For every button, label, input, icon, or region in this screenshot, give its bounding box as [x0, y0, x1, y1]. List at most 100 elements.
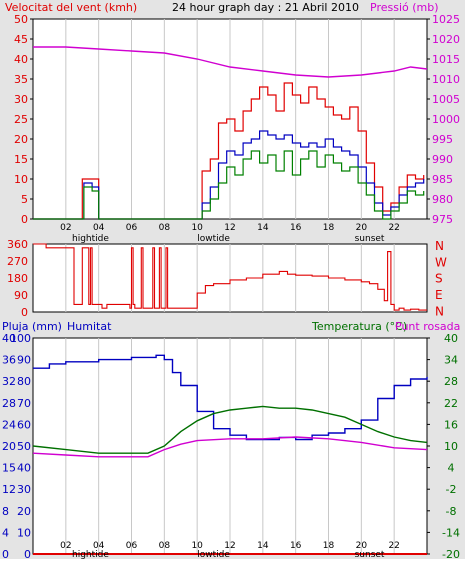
series-avg: [33, 130, 425, 220]
humidity-tick-label: 80: [17, 375, 31, 388]
pressure-tick-label: 1010: [432, 73, 460, 86]
rain-tick-label: 36: [2, 354, 16, 367]
temperature-tick-label: -8: [446, 505, 457, 518]
hour-tick-label: 16: [290, 541, 302, 551]
direction-tick-label: 180: [7, 272, 28, 285]
compass-letter: E: [435, 288, 443, 302]
rain-tick-label: 24: [2, 418, 16, 431]
series-humidity: [33, 354, 428, 441]
rain-tick-label: 40: [2, 332, 16, 345]
humidity-axis-label: Humitat: [67, 320, 112, 333]
wind-grid: [65, 19, 395, 219]
direction-series: [33, 243, 427, 311]
pressure-tick-label: 990: [432, 153, 453, 166]
hour-tick-label: 02: [60, 223, 71, 233]
series-green: [33, 150, 425, 220]
wind-pressure-chart: Velocitat del vent (kmh) 24 hour graph d…: [5, 1, 460, 244]
hour-tick-label: 22: [388, 541, 399, 551]
rain-humidity-temperature-chart: Pluja (mm) Humitat Temperatura (°C) Punt…: [2, 320, 460, 561]
hour-tick-label: 08: [159, 541, 171, 551]
humidity-tick-label: 10: [17, 526, 31, 539]
temperature-tick-label: 28: [444, 375, 458, 388]
rain-tick-label: 20: [2, 440, 16, 453]
tide-annotation: hightide: [72, 550, 109, 559]
humidity-tick-label: 30: [17, 483, 31, 496]
rain-axes: 0481215202428323640010203040506070809010…: [2, 332, 460, 561]
rain-series: [32, 354, 428, 555]
pressure-tick-label: 1000: [432, 113, 460, 126]
hour-tick-label: 08: [159, 223, 171, 233]
pressure-tick-label: 980: [432, 193, 453, 206]
wind-tick-label: 10: [14, 173, 28, 186]
rain-tick-label: 4: [2, 526, 9, 539]
hour-tick-label: 16: [290, 223, 302, 233]
series-dewpoint: [32, 436, 428, 458]
temperature-tick-label: 16: [444, 418, 458, 431]
hour-tick-label: 12: [224, 541, 235, 551]
pressure-tick-label: 995: [432, 133, 453, 146]
wind-tick-label: 35: [14, 73, 28, 86]
hour-tick-label: 14: [257, 223, 269, 233]
temperature-tick-label: -14: [442, 526, 460, 539]
rain-tick-label: 28: [2, 397, 16, 410]
hour-tick-label: 20: [356, 223, 368, 233]
pressure-tick-label: 1020: [432, 33, 460, 46]
hour-tick-label: 18: [323, 541, 335, 551]
wind-tick-label: 0: [21, 213, 28, 226]
rain-tick-label: 0: [2, 548, 9, 559]
rain-tick-label: 8: [2, 505, 9, 518]
wind-tick-label: 45: [14, 33, 28, 46]
direction-tick-label: 0: [21, 306, 28, 319]
hour-tick-label: 12: [224, 223, 235, 233]
tide-annotation: lowtide: [197, 234, 230, 244]
wind-tick-label: 30: [14, 93, 28, 106]
series-direction: [33, 243, 427, 311]
wind-tick-label: 5: [21, 193, 28, 206]
hour-tick-label: 06: [126, 541, 138, 551]
tide-annotation: sunset: [355, 234, 385, 244]
pressure-tick-label: 1025: [432, 13, 460, 26]
wind-tick-label: 50: [14, 13, 28, 26]
hour-tick-label: 18: [323, 223, 335, 233]
hour-tick-label: 22: [388, 223, 399, 233]
wind-tick-label: 15: [14, 153, 28, 166]
rain-tick-label: 15: [2, 462, 16, 475]
temperature-tick-label: 4: [448, 462, 455, 475]
direction-tick-label: 270: [7, 255, 28, 268]
pressure-tick-label: 1015: [432, 53, 460, 66]
temperature-tick-label: -2: [446, 483, 457, 496]
humidity-tick-label: 70: [17, 397, 31, 410]
temperature-tick-label: 40: [444, 332, 458, 345]
compass-letter: S: [435, 272, 443, 286]
temperature-tick-label: 34: [444, 354, 458, 367]
rain-tick-label: 32: [2, 375, 16, 388]
wind-tick-label: 25: [14, 113, 28, 126]
temperature-tick-label: 10: [444, 440, 458, 453]
dewpoint-axis-label: Punt rosada: [395, 320, 460, 333]
direction-tick-label: 360: [7, 238, 28, 251]
pressure-axis-label: Pressió (mb): [370, 1, 439, 14]
compass-letter: W: [435, 255, 447, 269]
pressure-tick-label: 985: [432, 173, 453, 186]
temperature-axis-label: Temperatura (°C): [311, 320, 407, 333]
wind-series: [33, 46, 428, 220]
compass-letter: N: [435, 239, 444, 253]
humidity-tick-label: 100: [10, 332, 31, 345]
pressure-tick-label: 1005: [432, 93, 460, 106]
rain-tick-label: 12: [2, 483, 16, 496]
tide-annotation: lowtide: [197, 550, 230, 559]
temperature-tick-label: -20: [442, 548, 460, 559]
hour-tick-label: 06: [126, 223, 138, 233]
hour-tick-label: 14: [257, 541, 269, 551]
hour-tick-label: 04: [93, 223, 105, 233]
bottom-hour-labels: 02 04 06 08 10 12 14 16 18 20 22 hightide lowtide sun…: [60, 541, 400, 560]
compass-letter: N: [435, 304, 444, 318]
humidity-tick-label: 90: [17, 354, 31, 367]
rain-axis-label: Pluja (mm): [2, 320, 62, 333]
series-temperature: [32, 405, 428, 454]
direction-tick-label: 90: [14, 289, 28, 302]
pressure-tick-label: 975: [432, 213, 453, 226]
